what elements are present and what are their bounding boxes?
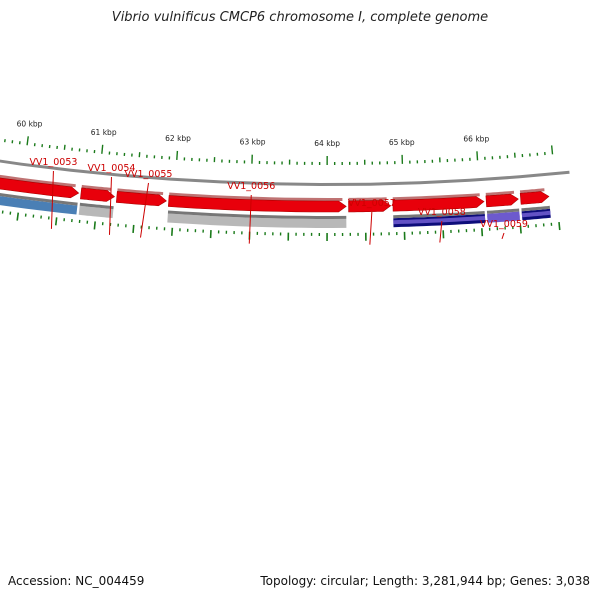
upper-tick-mark: [171, 227, 174, 236]
upper-feature-shadow: [79, 202, 114, 210]
upper-tick-mark: [54, 217, 58, 226]
gene-label[interactable]: VV1_0056: [227, 181, 275, 192]
map-title: Vibrio vulnificus CMCP6 chromosome I, co…: [111, 10, 489, 25]
upper-feature-highlight: [521, 210, 551, 218]
cds-arrow-shadow: [0, 174, 76, 188]
upper-tick-mark: [519, 225, 522, 234]
upper-feature-shadow: [486, 208, 520, 214]
upper-feature-shadow: [167, 210, 347, 219]
upper-feature-block[interactable]: [167, 213, 347, 229]
gene-label[interactable]: VV1_0054: [87, 163, 135, 174]
ruler-tick-label: 62 kbp: [165, 134, 191, 143]
ruler-tick-mark: [63, 144, 66, 150]
genome-summary-text: Topology: circular; Length: 3,281,944 bp…: [260, 574, 590, 588]
upper-feature-shadow: [521, 205, 550, 212]
gene-label[interactable]: VV1_0057: [348, 198, 396, 209]
ruler-tick-mark: [550, 145, 554, 155]
upper-feature-shadow: [0, 193, 78, 206]
upper-tick-mark: [16, 212, 20, 221]
gene-leader-line: [248, 194, 252, 244]
ruler-tick-label: 60 kbp: [17, 119, 43, 128]
gene-leader-line: [108, 176, 112, 235]
cds-arrow[interactable]: [485, 193, 519, 208]
ruler-tick-label: 63 kbp: [240, 138, 266, 147]
upper-tick-mark: [93, 221, 96, 230]
ruler-tick-label: 66 kbp: [463, 134, 489, 143]
backbone-ring: [0, 159, 570, 186]
cds-arrow[interactable]: [519, 191, 550, 205]
cds-arrow-shadow: [485, 190, 515, 196]
ruler-tick-label: 61 kbp: [91, 128, 117, 137]
gene-leader-line: [369, 211, 373, 245]
upper-tick-mark: [481, 228, 484, 237]
cds-arrow-shadow: [169, 192, 343, 201]
gene-leader-line: [501, 232, 505, 240]
gene-label[interactable]: VV1_0058: [418, 207, 466, 218]
feature-track-upper: [0, 193, 551, 229]
gene-label[interactable]: VV1_0059: [480, 219, 528, 230]
gene-label[interactable]: VV1_0055: [125, 169, 173, 180]
upper-feature-block[interactable]: [78, 205, 114, 219]
cds-track: [0, 174, 550, 213]
cds-arrow-shadow: [81, 184, 112, 191]
ruler-tick-mark: [26, 136, 29, 146]
ruler-tick-label: 64 kbp: [314, 139, 340, 148]
gene-leader-line: [139, 182, 149, 238]
gene-leader-line: [50, 170, 54, 229]
upper-feature-block[interactable]: [0, 193, 78, 215]
gene-label[interactable]: VV1_0053: [29, 157, 77, 168]
upper-tick-mark: [132, 224, 135, 233]
upper-tick-mark: [558, 221, 561, 231]
gene-leader-line: [439, 220, 443, 243]
backbone-track: [0, 159, 570, 186]
cds-arrow-shadow: [519, 188, 545, 194]
cds-arrow-shadow: [117, 188, 164, 196]
upper-feature-highlight: [393, 216, 486, 225]
ruler-tick-label: 65 kbp: [389, 138, 415, 147]
accession-text: Accession: NC_004459: [8, 574, 145, 588]
upper-feature-highlight: [487, 213, 520, 220]
cds-arrow[interactable]: [392, 196, 485, 212]
ruler-tick-mark: [101, 144, 104, 154]
cds-arrow[interactable]: [0, 175, 80, 199]
upper-feature-shadow: [393, 211, 485, 219]
ruler-track: 60 kbp 61 kbp 62 kbp 63 kbp 64 kbp 65 kbp 66 k…: [4, 119, 554, 165]
upper-tick-track: [1, 210, 561, 241]
ruler-tick-mark: [476, 151, 479, 161]
cds-arrow-shadow: [348, 197, 387, 201]
ruler-tick-mark: [176, 150, 179, 161]
cds-arrow-shadow: [392, 193, 480, 201]
